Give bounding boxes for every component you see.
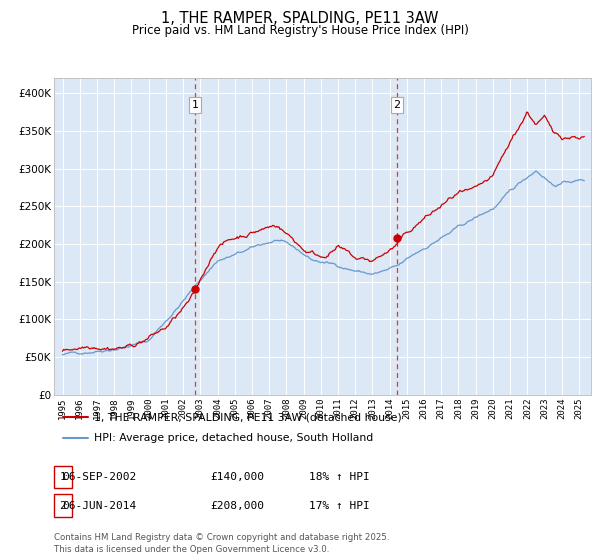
Text: 1: 1	[59, 472, 67, 482]
Text: 17% ↑ HPI: 17% ↑ HPI	[308, 501, 370, 511]
Text: HPI: Average price, detached house, South Holland: HPI: Average price, detached house, Sout…	[94, 433, 373, 444]
Text: £140,000: £140,000	[210, 472, 264, 482]
Text: Contains HM Land Registry data © Crown copyright and database right 2025.
This d: Contains HM Land Registry data © Crown c…	[54, 533, 389, 554]
Text: 2: 2	[59, 501, 67, 511]
Text: Price paid vs. HM Land Registry's House Price Index (HPI): Price paid vs. HM Land Registry's House …	[131, 24, 469, 36]
Text: 1: 1	[191, 100, 199, 110]
Text: 1, THE RAMPER, SPALDING, PE11 3AW: 1, THE RAMPER, SPALDING, PE11 3AW	[161, 11, 439, 26]
Text: 06-SEP-2002: 06-SEP-2002	[62, 472, 136, 482]
Text: 18% ↑ HPI: 18% ↑ HPI	[308, 472, 370, 482]
Text: 1, THE RAMPER, SPALDING, PE11 3AW (detached house): 1, THE RAMPER, SPALDING, PE11 3AW (detac…	[94, 412, 401, 422]
Text: 2: 2	[393, 100, 400, 110]
Text: £208,000: £208,000	[210, 501, 264, 511]
Text: 06-JUN-2014: 06-JUN-2014	[62, 501, 136, 511]
